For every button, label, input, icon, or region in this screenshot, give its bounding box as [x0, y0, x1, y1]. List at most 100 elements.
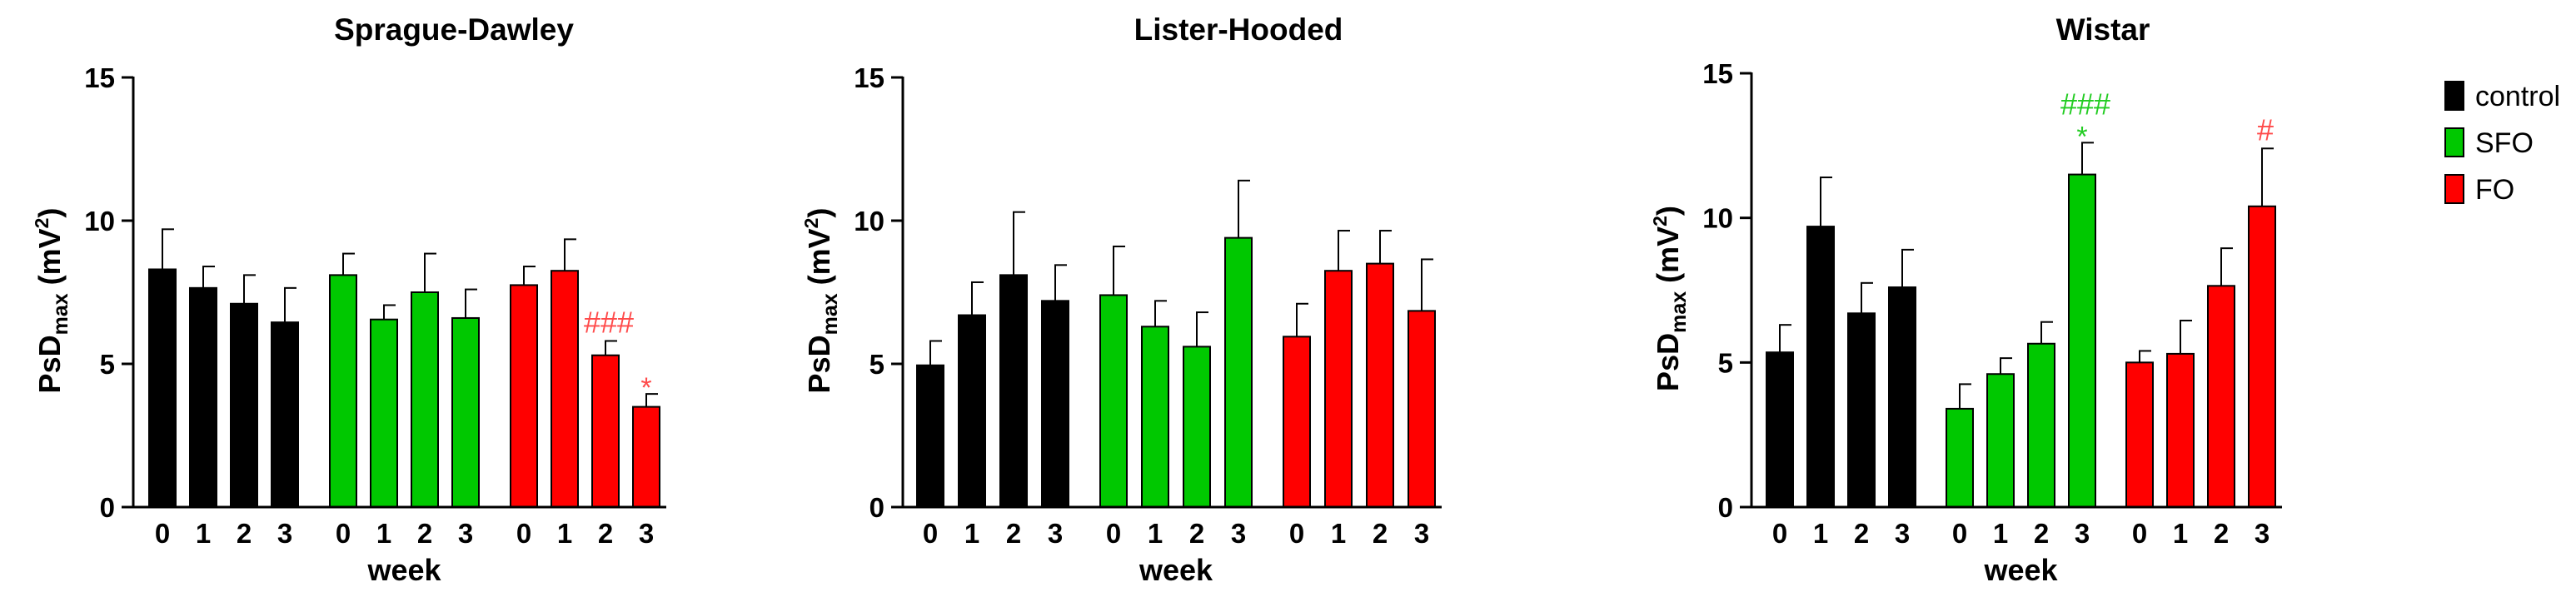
- x-tick-label: 0: [923, 518, 938, 549]
- x-tick-label: 3: [2075, 518, 2090, 549]
- bar-sfo-week-3: [2068, 173, 2096, 508]
- y-axis-label: PsDmax (mV2): [31, 208, 72, 394]
- x-tick-label: 3: [1414, 518, 1429, 549]
- bar-control-week-1: [958, 314, 986, 508]
- bar-fo-week-3: [632, 405, 660, 509]
- significance-hash: ###: [2060, 87, 2110, 121]
- y-tick-label: 10: [1702, 203, 1733, 234]
- bar-sfo-week-2: [411, 291, 439, 508]
- bar-sfo-week-1: [370, 318, 398, 508]
- y-tick-label: 15: [1702, 58, 1733, 89]
- x-tick-label: 3: [639, 518, 654, 549]
- y-tick-label: 10: [854, 206, 884, 236]
- x-tick-label: 2: [417, 518, 432, 549]
- legend-label-fo: FO: [2475, 174, 2514, 206]
- bar-sfo-week-0: [1099, 294, 1128, 508]
- bar-control-week-2: [230, 302, 258, 509]
- x-tick-label: 1: [964, 518, 979, 549]
- bar-control-week-3: [1888, 286, 1916, 508]
- significance-hash: #: [2257, 112, 2274, 147]
- x-tick-label: 3: [277, 518, 292, 549]
- bar-control-week-0: [916, 364, 944, 508]
- y-axis-label: PsDmax (mV2): [800, 208, 842, 394]
- significance-hash: ###: [584, 305, 634, 339]
- chart-title: Lister-Hooded: [1134, 12, 1343, 47]
- x-tick-label: 3: [2255, 518, 2270, 549]
- bar-control-week-0: [1766, 351, 1794, 508]
- y-axis-label: PsDmax (mV2): [1649, 206, 1691, 391]
- x-tick-label: 3: [1231, 518, 1246, 549]
- x-tick-label: 0: [2132, 518, 2147, 549]
- bar-sfo-week-1: [1141, 326, 1169, 508]
- x-tick-label: 0: [516, 518, 531, 549]
- bar-fo-week-2: [591, 354, 620, 508]
- bar-sfo-week-0: [329, 274, 357, 508]
- x-tick-label: 1: [376, 518, 391, 549]
- x-tick-label: 1: [1993, 518, 2008, 549]
- bar-control-week-0: [148, 268, 177, 508]
- x-axis-label: week: [1139, 553, 1213, 587]
- y-tick-label: 5: [100, 349, 115, 380]
- bar-fo-week-0: [1283, 336, 1311, 508]
- bar-sfo-week-3: [451, 316, 480, 508]
- bar-control-week-3: [271, 321, 299, 508]
- x-tick-label: 2: [237, 518, 252, 549]
- x-tick-label: 1: [196, 518, 211, 549]
- significance-star: *: [2076, 121, 2087, 152]
- significance-star: *: [640, 372, 651, 404]
- bar-sfo-week-3: [1224, 236, 1253, 508]
- bar-fo-week-3: [1408, 310, 1436, 508]
- x-axis-label: week: [366, 553, 441, 587]
- x-tick-label: 2: [2034, 518, 2049, 549]
- x-tick-label: 2: [1854, 518, 1869, 549]
- legend-swatch-control: [2444, 81, 2464, 111]
- bar-fo-week-1: [2166, 352, 2195, 508]
- x-tick-label: 1: [2173, 518, 2188, 549]
- bar-sfo-week-0: [1946, 407, 1974, 509]
- x-tick-label: 2: [2214, 518, 2229, 549]
- bar-control-week-2: [1847, 312, 1876, 508]
- x-tick-label: 1: [1813, 518, 1828, 549]
- x-tick-label: 0: [1106, 518, 1121, 549]
- x-tick-label: 3: [458, 518, 473, 549]
- x-tick-label: 2: [1189, 518, 1204, 549]
- x-tick-label: 2: [598, 518, 613, 549]
- bar-control-week-1: [189, 286, 217, 508]
- bar-fo-week-0: [510, 284, 538, 508]
- bar-fo-week-2: [2207, 285, 2235, 508]
- bar-sfo-week-1: [1986, 373, 2015, 508]
- x-tick-label: 0: [1952, 518, 1967, 549]
- y-tick-label: 10: [84, 206, 115, 236]
- x-tick-label: 0: [155, 518, 170, 549]
- legend-swatch-fo: [2444, 174, 2464, 204]
- bar-fo-week-2: [1366, 262, 1394, 508]
- x-tick-label: 1: [557, 518, 572, 549]
- legend-swatch-sfo: [2444, 127, 2464, 157]
- y-tick-label: 0: [869, 492, 884, 523]
- y-tick-label: 0: [1718, 492, 1733, 523]
- y-tick-label: 0: [100, 492, 115, 523]
- bar-fo-week-1: [1324, 270, 1353, 508]
- x-tick-label: 0: [1772, 518, 1787, 549]
- x-tick-label: 1: [1148, 518, 1163, 549]
- x-tick-label: 3: [1895, 518, 1910, 549]
- x-axis-label: week: [1983, 553, 2058, 587]
- legend: control SFO FO: [2444, 81, 2560, 206]
- bar-fo-week-0: [2125, 361, 2154, 509]
- y-tick-label: 5: [869, 349, 884, 380]
- bar-control-week-2: [999, 274, 1028, 508]
- chart-title: Wistar: [2056, 12, 2150, 47]
- legend-label-sfo: SFO: [2475, 127, 2534, 159]
- legend-label-control: control: [2475, 81, 2560, 112]
- chart-title: Sprague-Dawley: [334, 12, 574, 47]
- x-tick-label: 2: [1373, 518, 1388, 549]
- y-tick-label: 5: [1718, 347, 1733, 378]
- x-tick-label: 0: [1289, 518, 1304, 549]
- x-tick-label: 3: [1048, 518, 1063, 549]
- y-tick-label: 15: [84, 62, 115, 93]
- bar-control-week-1: [1806, 226, 1835, 508]
